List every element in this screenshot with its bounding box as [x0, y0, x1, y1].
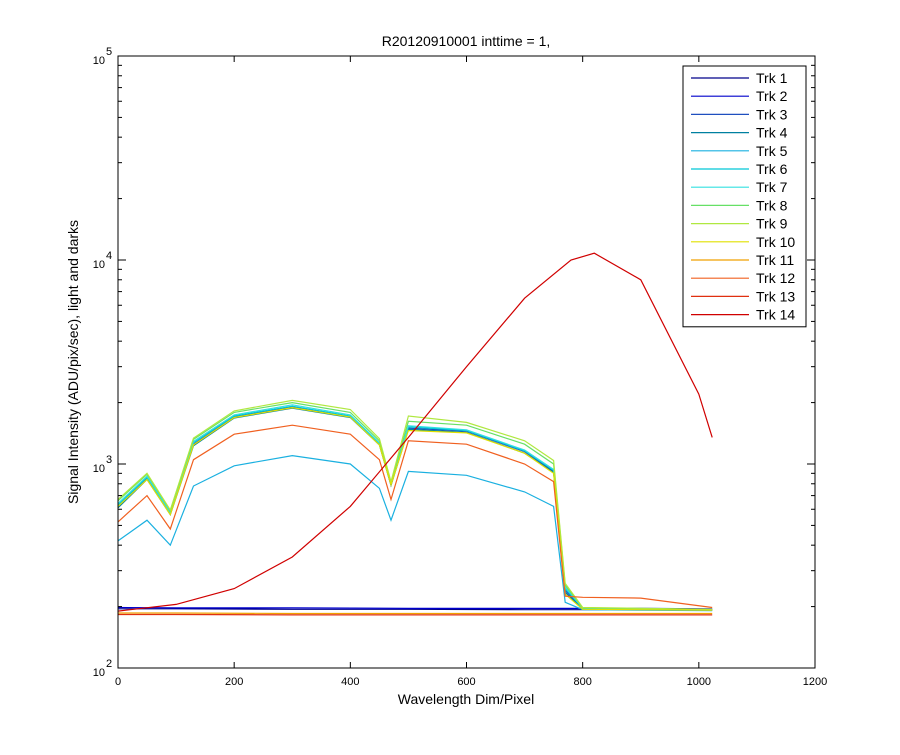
legend-label-trk-10: Trk 10 — [756, 234, 795, 250]
x-tick-label: 0 — [115, 676, 121, 688]
legend-label-trk-12: Trk 12 — [756, 270, 795, 286]
legend-label-trk-1: Trk 1 — [756, 70, 788, 86]
legend-label-trk-2: Trk 2 — [756, 88, 788, 104]
legend-label-trk-8: Trk 8 — [756, 197, 788, 213]
y-tick-label: 10 — [93, 463, 105, 475]
x-tick-label: 1000 — [687, 676, 711, 688]
legend: Trk 1 Trk 2 Trk 3 Trk 4 Trk 5 Trk 6 Trk 7 Trk 8… — [683, 66, 806, 327]
x-tick-label: 200 — [225, 676, 243, 688]
y-axis-label: Signal Intensity (ADU/pix/sec), light an… — [65, 220, 81, 504]
legend-label-trk-4: Trk 4 — [756, 125, 788, 141]
y-tick-label: 10 — [93, 259, 105, 271]
y-tick-label-exponent: 3 — [106, 454, 112, 466]
x-tick-label: 800 — [573, 676, 591, 688]
legend-label-trk-3: Trk 3 — [756, 106, 788, 122]
x-tick-label: 400 — [341, 676, 359, 688]
series-line-trk-11 — [118, 613, 712, 614]
x-tick-label: 600 — [457, 676, 475, 688]
y-tick-label-exponent: 4 — [106, 250, 112, 262]
legend-label-trk-11: Trk 11 — [756, 252, 794, 268]
legend-label-trk-13: Trk 13 — [756, 288, 795, 304]
y-tick-label-exponent: 5 — [106, 46, 112, 58]
y-tick-label: 10 — [93, 55, 105, 67]
y-tick-label: 10 — [93, 667, 105, 679]
chart-title: R20120910001 inttime = 1, — [382, 33, 551, 49]
x-axis-label: Wavelength Dim/Pixel — [398, 691, 534, 707]
legend-label-trk-6: Trk 6 — [756, 161, 788, 177]
legend-label-trk-7: Trk 7 — [756, 179, 788, 195]
legend-label-trk-9: Trk 9 — [756, 216, 788, 232]
legend-label-trk-14: Trk 14 — [756, 307, 795, 323]
legend-label-trk-5: Trk 5 — [756, 143, 788, 159]
x-tick-label: 1200 — [803, 676, 827, 688]
y-tick-label-exponent: 2 — [106, 658, 112, 670]
